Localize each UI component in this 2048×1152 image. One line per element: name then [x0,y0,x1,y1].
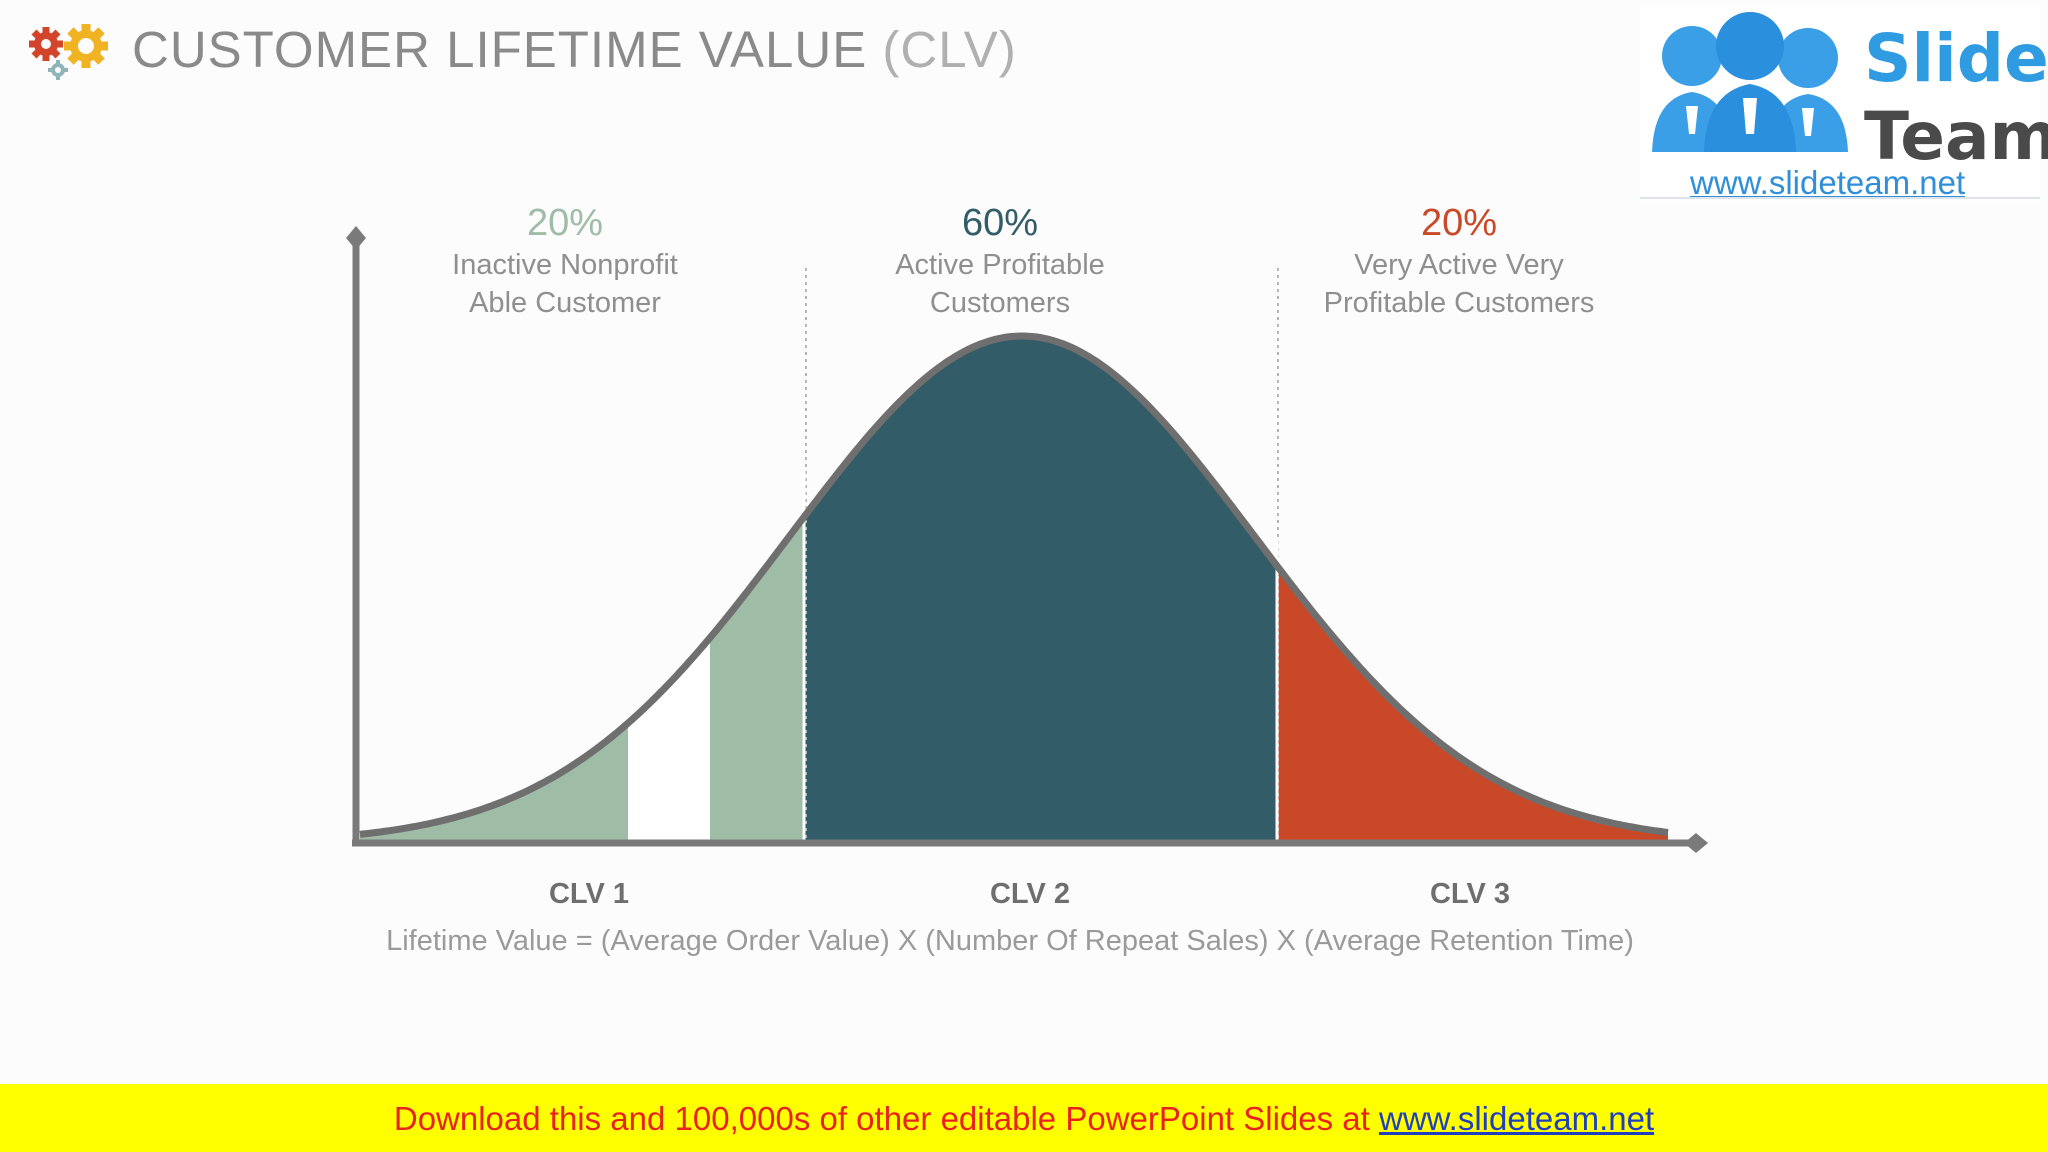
gears-icon [29,24,108,80]
segment-1-fill-a [360,336,628,843]
segment-1-gap [628,336,710,843]
segment-label-1: 20% Inactive Nonprofit Able Customer [345,202,785,321]
segment-3-percent: 20% [1420,202,1498,244]
segment-1-percent: 20% [526,202,604,244]
segment-3-desc-line2: Profitable Customers [1323,287,1595,319]
x-axis-arrowhead [1684,833,1708,853]
segment-1-desc-line2: Able Customer [469,287,661,319]
banner-message: Download this and 100,000s of other edit… [0,1100,2048,1138]
download-banner: Download this and 100,000s of other edit… [0,1084,2048,1152]
segment-2-desc-line1: Active Profitable [895,249,1105,281]
clv-label-3: CLV 3 [1429,878,1511,910]
people-icon [1652,12,1848,152]
segment-2-desc-line2: Customers [929,287,1071,319]
segment-2-fill [804,336,1276,843]
segment-1-fill-b [710,336,804,843]
curve-fill-group [360,336,1668,843]
segment-3-desc-line1: Very Active Very [1354,249,1564,281]
page-title: CUSTOMER LIFETIME VALUE (CLV) [132,21,1017,78]
logo-url-link[interactable]: www.slideteam.net [1690,164,1966,201]
clv-label-1: CLV 1 [548,878,630,910]
segment-3-fill [1276,336,1668,843]
segment-label-2: 60% Active Profitable Customers [780,202,1220,321]
page-title-accent: (CLV) [882,21,1017,78]
clv-label-2: CLV 2 [989,878,1071,910]
y-axis-arrowhead [346,226,366,250]
segment-1-desc-line1: Inactive Nonprofit [452,249,678,281]
segment-label-3: 20% Very Active Very Profitable Customer… [1239,202,1679,321]
slideteam-logo: Slide Team www.slideteam.net [1640,6,2048,202]
logo-underline [1640,197,2040,199]
logo-word-slide: Slide [1864,20,2048,97]
title-group [24,18,116,88]
banner-text: Download this and 100,000s of other edit… [393,1100,1379,1137]
clv-formula: Lifetime Value = (Average Order Value) X… [386,925,1634,957]
segment-2-percent: 60% [961,202,1039,244]
logo-word-team: Team [1864,98,2048,175]
bell-curve-line [359,332,1669,838]
banner-link[interactable]: www.slideteam.net [1379,1100,1655,1137]
